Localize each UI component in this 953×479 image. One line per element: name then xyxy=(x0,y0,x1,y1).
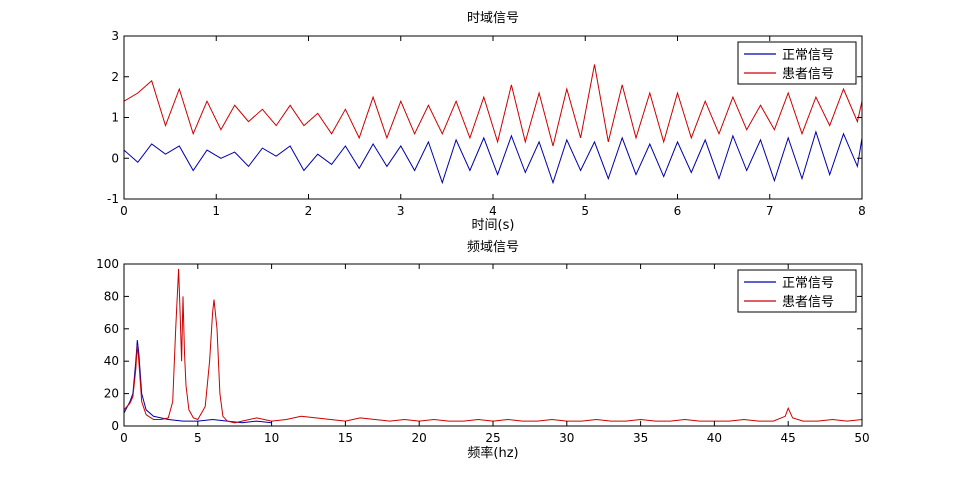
x-tick-label: 10 xyxy=(264,431,279,445)
legend-label-patient: 患者信号 xyxy=(782,67,834,82)
x-tick-label: 35 xyxy=(633,431,648,445)
series-group xyxy=(123,64,863,185)
x-axis-label: 频率(hz) xyxy=(467,445,518,461)
x-tick-label: 15 xyxy=(338,431,353,445)
series-line-patient xyxy=(123,64,863,147)
x-tick-label: 5 xyxy=(194,431,202,445)
legend: 正常信号 患者信号 xyxy=(737,41,857,85)
series-line-normal xyxy=(123,130,863,185)
legend-label-normal: 正常信号 xyxy=(782,276,834,291)
x-tick-label: 40 xyxy=(707,431,722,445)
y-tick-label: 40 xyxy=(104,354,119,368)
series-line-normal xyxy=(123,340,272,424)
x-axis-ticks: 0 5 10 15 20 25 30 35 40 45 50 xyxy=(120,264,870,445)
y-axis-ticks: 0 20 40 60 80 100 xyxy=(96,257,862,433)
x-tick-label: 5 xyxy=(581,204,589,218)
y-axis-ticks: -1 0 1 2 3 xyxy=(107,29,862,206)
chart-title: 频域信号 xyxy=(467,240,519,255)
y-tick-label: 1 xyxy=(111,111,119,125)
legend-box xyxy=(737,269,857,313)
x-tick-label: 7 xyxy=(766,204,774,218)
frequency-domain-chart: 频域信号 0 5 10 15 20 25 30 35 40 45 50 0 20 40 60 80 100 频… xyxy=(96,240,870,461)
series-group xyxy=(123,268,863,424)
x-axis-label: 时间(s) xyxy=(472,218,515,233)
x-tick-label: 30 xyxy=(559,431,574,445)
x-tick-label: 45 xyxy=(781,431,796,445)
x-tick-label: 50 xyxy=(854,431,869,445)
x-axis-ticks: 0 1 2 3 4 5 6 7 8 xyxy=(120,36,866,218)
legend-box xyxy=(737,41,857,85)
x-tick-label: 1 xyxy=(212,204,220,218)
y-tick-label: 3 xyxy=(111,29,119,43)
x-tick-label: 25 xyxy=(485,431,500,445)
y-tick-label: 80 xyxy=(104,289,119,303)
y-tick-label: 60 xyxy=(104,322,119,336)
x-tick-label: 3 xyxy=(397,204,405,218)
legend-label-normal: 正常信号 xyxy=(782,48,834,63)
y-tick-label: 0 xyxy=(111,151,119,165)
legend-label-patient: 患者信号 xyxy=(782,295,834,310)
x-tick-label: 0 xyxy=(120,204,128,218)
x-tick-label: 8 xyxy=(858,204,866,218)
x-tick-label: 4 xyxy=(489,204,497,218)
x-tick-label: 0 xyxy=(120,431,128,445)
x-tick-label: 2 xyxy=(305,204,313,218)
x-tick-label: 6 xyxy=(674,204,682,218)
y-tick-label: 2 xyxy=(111,70,119,84)
series-line-patient xyxy=(123,268,863,424)
x-tick-label: 20 xyxy=(412,431,427,445)
chart-title: 时域信号 xyxy=(467,11,519,26)
y-tick-label: 100 xyxy=(96,257,119,271)
y-tick-label: 0 xyxy=(111,419,119,433)
y-tick-label: -1 xyxy=(107,192,119,206)
legend: 正常信号 患者信号 xyxy=(737,269,857,313)
y-tick-label: 20 xyxy=(104,387,119,401)
